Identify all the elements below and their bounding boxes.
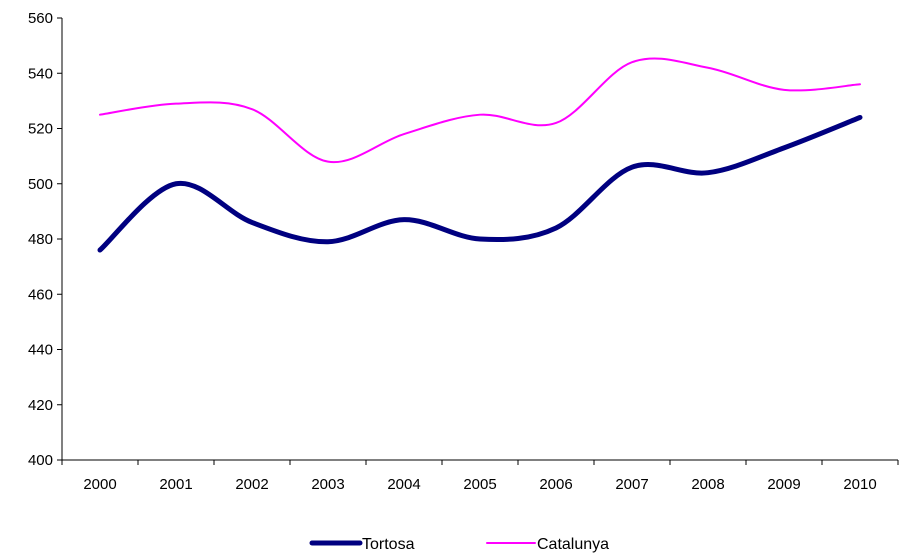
series-catalunya (99, 57, 861, 164)
y-tick-label: 540 (28, 65, 53, 82)
x-tick-label: 2007 (615, 476, 648, 493)
y-tick-label: 560 (28, 10, 53, 27)
series-line-catalunya (99, 57, 861, 164)
y-tick-label: 420 (28, 397, 53, 414)
x-tick-label: 2008 (691, 476, 724, 493)
x-tick-label: 2005 (463, 476, 496, 493)
x-tick-label: 2006 (539, 476, 572, 493)
y-axis: 400 420 440 460 480 500 520 540 560 (28, 10, 63, 469)
x-tick-label: 2002 (235, 476, 268, 493)
y-tick-label: 460 (28, 286, 53, 303)
series-line-tortosa (97, 114, 863, 253)
x-tick-label: 2000 (83, 476, 116, 493)
y-tick-label: 440 (28, 342, 53, 359)
x-tick-label: 2003 (311, 476, 344, 493)
y-tick-label: 500 (28, 176, 53, 193)
legend: Tortosa Catalunya (309, 536, 609, 553)
legend-item-catalunya: Catalunya (486, 536, 609, 553)
y-tick-label: 480 (28, 231, 53, 248)
series-layer (97, 57, 863, 253)
x-tick-label: 2009 (767, 476, 800, 493)
y-tick-label: 400 (28, 452, 53, 469)
x-tick-label: 2010 (843, 476, 876, 493)
x-axis: 2000 2001 2002 2003 2004 2005 2006 2007 2008 2009… (61, 459, 899, 493)
y-tick-label: 520 (28, 121, 53, 138)
legend-label-catalunya: Catalunya (537, 536, 609, 553)
series-tortosa (97, 114, 863, 253)
x-tick-label: 2001 (159, 476, 192, 493)
x-tick-label: 2004 (387, 476, 420, 493)
legend-label-tortosa: Tortosa (362, 536, 415, 553)
legend-item-tortosa: Tortosa (309, 536, 415, 553)
